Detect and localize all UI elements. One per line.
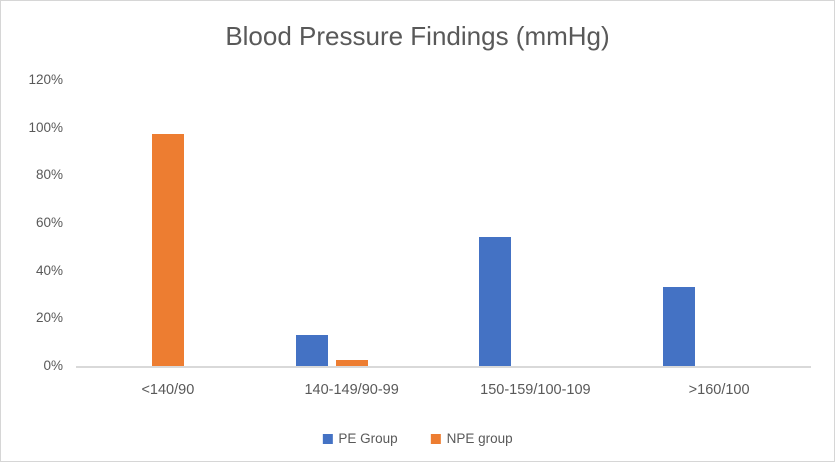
x-axis-category-label: 140-149/90-99 — [304, 382, 399, 398]
x-axis-category-label: 150-159/100-109 — [480, 382, 591, 398]
bar-pe-group — [479, 237, 512, 366]
legend-item-pe-group: PE Group — [322, 431, 398, 447]
legend-item-npe-group: NPE group — [430, 431, 513, 447]
legend-swatch — [430, 434, 441, 444]
y-axis-tick-label: 120% — [28, 72, 63, 87]
x-axis-category-label: <140/90 — [141, 382, 195, 398]
legend: PE Group NPE group — [322, 431, 513, 447]
x-axis-category-label: >160/100 — [688, 382, 750, 398]
bar-npe-group — [335, 360, 368, 366]
y-axis-tick-label: 100% — [28, 119, 63, 135]
y-axis-tick-label: 40% — [35, 262, 63, 278]
bar-pe-group — [295, 335, 328, 366]
legend-label: PE Group — [338, 431, 398, 446]
y-axis-tick-label: 80% — [35, 167, 63, 183]
y-axis-tick-label: 20% — [35, 310, 63, 326]
y-axis-tick-label: 0% — [43, 358, 63, 373]
chart-title: Blood Pressure Findings (mmHg) — [225, 21, 610, 51]
bar-pe-group — [663, 287, 696, 366]
x-axis-line — [76, 366, 811, 368]
legend-label: NPE group — [446, 431, 513, 446]
bar-npe-group — [151, 133, 184, 366]
y-axis-tick-label: 60% — [35, 215, 63, 230]
legend-swatch — [322, 434, 333, 444]
